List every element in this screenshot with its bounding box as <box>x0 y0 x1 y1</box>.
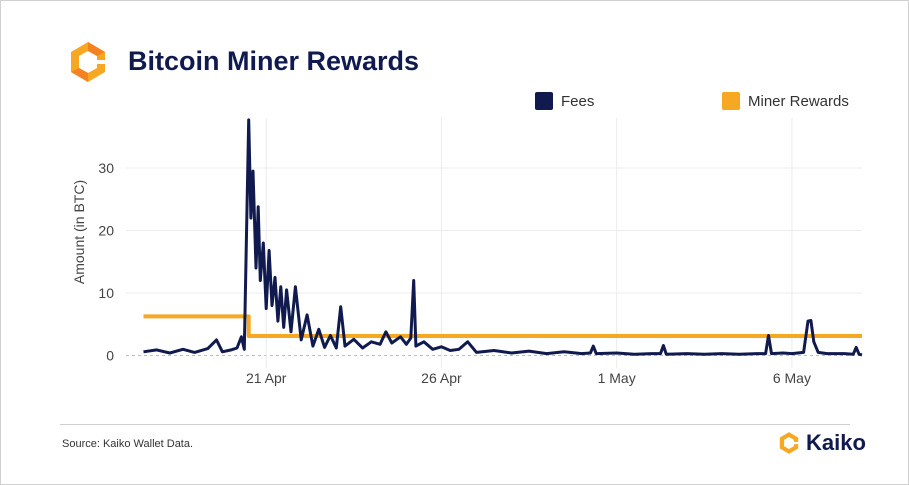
legend-swatch-fees <box>535 92 553 110</box>
y-tick-label: 10 <box>98 285 114 301</box>
legend-item-fees: Fees <box>535 92 594 110</box>
kaiko-logo-icon <box>71 42 105 82</box>
y-tick-labels: 0 10 20 30 <box>98 160 114 364</box>
y-tick-label: 30 <box>98 160 114 176</box>
series-line-miner-rewards <box>143 314 862 338</box>
kaiko-brand-icon <box>779 432 799 454</box>
footer-divider <box>60 424 850 425</box>
y-tick-label: 0 <box>106 348 114 364</box>
x-tick-labels: 21 Apr 26 Apr 1 May 6 May <box>246 370 811 386</box>
gridlines <box>126 118 862 368</box>
x-tick-label: 1 May <box>598 370 636 386</box>
legend-label-fees: Fees <box>561 92 595 110</box>
legend-item-miner-rewards: Miner Rewards <box>722 92 849 110</box>
x-tick-label: 6 May <box>773 370 811 386</box>
legend-swatch-miner-rewards <box>722 92 740 110</box>
legend-label-miner-rewards: Miner Rewards <box>748 92 849 110</box>
chart-title: Bitcoin Miner Rewards <box>128 46 420 76</box>
kaiko-brand: Kaiko <box>776 430 866 456</box>
x-tick-label: 26 Apr <box>421 370 462 386</box>
y-axis-label: Amount (in BTC) <box>71 180 87 284</box>
series-line-fees <box>143 118 863 357</box>
series-lines <box>143 118 863 357</box>
kaiko-brand-text: Kaiko <box>806 430 866 455</box>
source-note: Source: Kaiko Wallet Data. <box>62 438 194 450</box>
x-tick-label: 21 Apr <box>246 370 287 386</box>
y-tick-label: 20 <box>98 223 114 239</box>
